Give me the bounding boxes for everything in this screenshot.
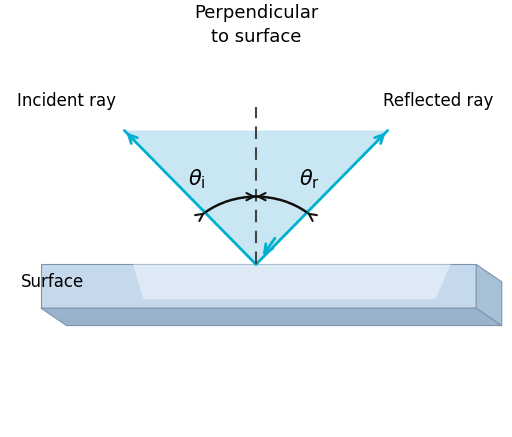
Text: Surface: Surface	[20, 273, 84, 291]
Text: Perpendicular
to surface: Perpendicular to surface	[194, 4, 318, 46]
Text: Reflected ray: Reflected ray	[382, 91, 493, 110]
Text: $\theta_\mathregular{r}$: $\theta_\mathregular{r}$	[300, 167, 320, 191]
Polygon shape	[41, 264, 476, 308]
Text: Incident ray: Incident ray	[17, 91, 116, 110]
Polygon shape	[41, 308, 502, 326]
Text: $\theta_\mathregular{i}$: $\theta_\mathregular{i}$	[188, 167, 206, 191]
Polygon shape	[133, 264, 451, 299]
Polygon shape	[124, 131, 388, 264]
Polygon shape	[476, 264, 502, 326]
